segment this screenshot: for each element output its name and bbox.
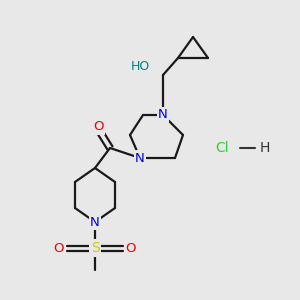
Text: Cl: Cl: [215, 141, 229, 155]
Text: N: N: [158, 109, 168, 122]
Text: O: O: [54, 242, 64, 254]
Text: N: N: [90, 215, 100, 229]
Text: S: S: [91, 241, 99, 255]
Text: N: N: [135, 152, 145, 164]
Text: H: H: [260, 141, 270, 155]
Text: O: O: [126, 242, 136, 254]
Text: O: O: [93, 121, 103, 134]
Text: HO: HO: [130, 59, 150, 73]
